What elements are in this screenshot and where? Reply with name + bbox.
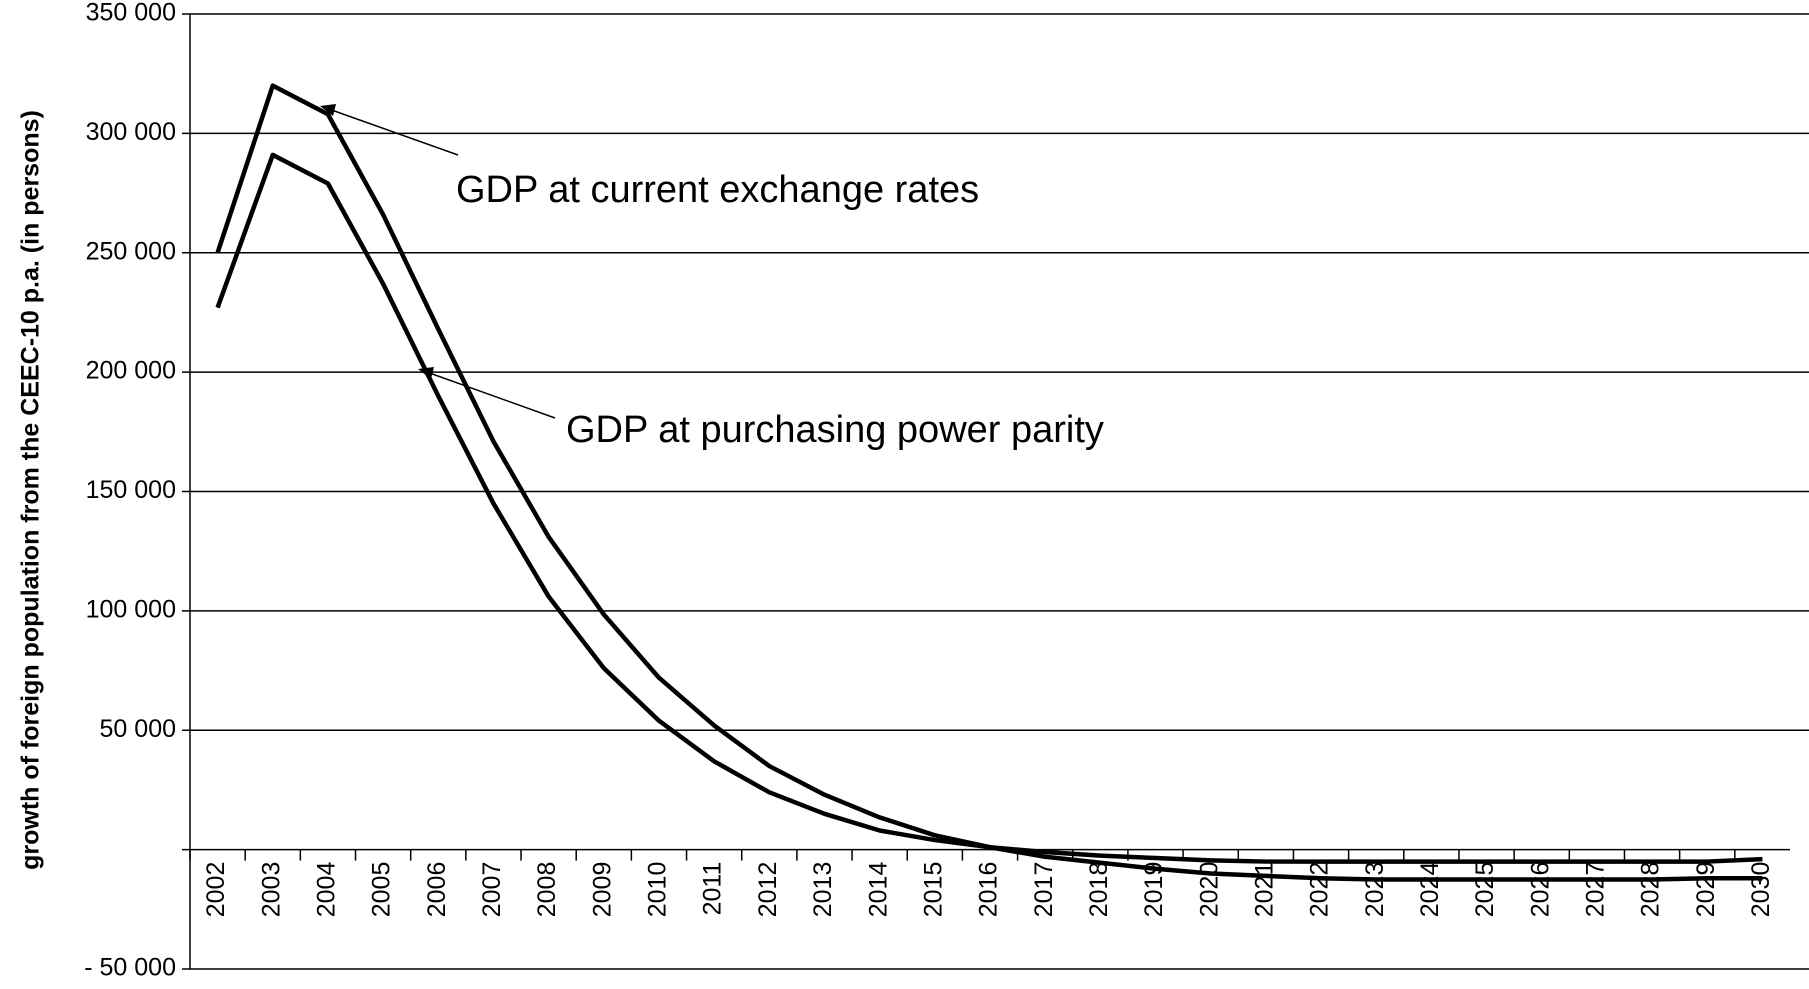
x-tick-label: 2009 bbox=[588, 862, 616, 918]
x-tick-label: 2002 bbox=[202, 862, 230, 918]
series-line bbox=[218, 155, 1763, 880]
y-tick-label: - 50 000 bbox=[84, 954, 176, 982]
x-tick-label: 2025 bbox=[1471, 862, 1499, 918]
y-tick-label: 250 000 bbox=[86, 237, 176, 265]
y-tick-label: 50 000 bbox=[100, 715, 176, 743]
y-tick-label: 350 000 bbox=[86, 0, 176, 27]
chart: growth of foreign population from the CE… bbox=[0, 0, 1809, 989]
x-tick-label: 2004 bbox=[313, 862, 341, 918]
x-tick-label: 2030 bbox=[1747, 862, 1775, 918]
x-tick-label: 2024 bbox=[1416, 862, 1444, 918]
x-tick-label: 2006 bbox=[423, 862, 451, 918]
x-tick-label: 2012 bbox=[754, 862, 782, 918]
x-tick-label: 2015 bbox=[919, 862, 947, 918]
x-tick-label: 2023 bbox=[1361, 862, 1389, 918]
x-tick-label: 2027 bbox=[1582, 862, 1610, 918]
y-tick-label: 300 000 bbox=[86, 118, 176, 146]
x-tick-label: 2007 bbox=[478, 862, 506, 918]
x-tick-label: 2021 bbox=[1250, 862, 1278, 918]
x-tick-label: 2010 bbox=[644, 862, 672, 918]
y-tick-label: 100 000 bbox=[86, 595, 176, 623]
x-tick-label: 2011 bbox=[699, 862, 727, 916]
x-tick-label: 2005 bbox=[368, 862, 396, 918]
x-tick-label: 2016 bbox=[975, 862, 1003, 918]
annotation: GDP at purchasing power parity bbox=[566, 409, 1104, 451]
x-tick-label: 2008 bbox=[533, 862, 561, 918]
x-tick-label: 2014 bbox=[864, 862, 892, 918]
series-line bbox=[218, 86, 1763, 862]
x-tick-label: 2020 bbox=[1195, 862, 1223, 918]
x-tick-label: 2003 bbox=[257, 862, 285, 918]
x-tick-label: 2029 bbox=[1692, 862, 1720, 918]
x-tick-label: 2026 bbox=[1526, 862, 1554, 918]
x-tick-label: 2018 bbox=[1085, 862, 1113, 918]
x-tick-label: 2013 bbox=[809, 862, 837, 918]
y-tick-label: 150 000 bbox=[86, 476, 176, 504]
x-tick-label: 2022 bbox=[1306, 862, 1334, 918]
annotation: GDP at current exchange rates bbox=[456, 169, 979, 211]
page: growth of foreign population from the CE… bbox=[0, 0, 1809, 989]
x-tick-label: 2028 bbox=[1637, 862, 1665, 918]
y-tick-label: 200 000 bbox=[86, 357, 176, 385]
y-axis-label: growth of foreign population from the CE… bbox=[17, 110, 45, 870]
x-tick-label: 2017 bbox=[1030, 862, 1058, 918]
